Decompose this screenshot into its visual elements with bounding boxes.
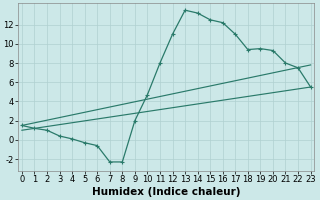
X-axis label: Humidex (Indice chaleur): Humidex (Indice chaleur) — [92, 187, 241, 197]
